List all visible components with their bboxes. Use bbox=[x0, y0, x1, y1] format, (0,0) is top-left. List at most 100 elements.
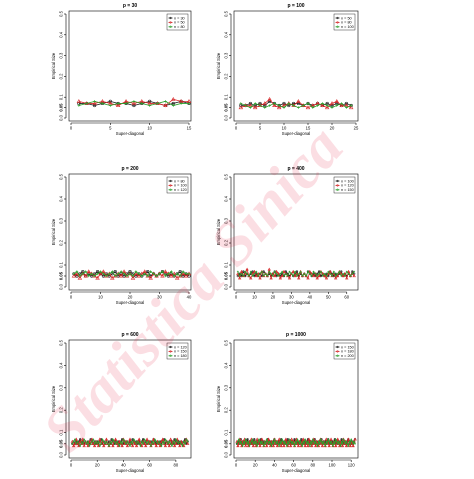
data-point bbox=[159, 442, 162, 445]
data-point bbox=[134, 440, 137, 443]
data-point bbox=[83, 273, 88, 278]
data-point bbox=[89, 442, 92, 445]
data-point bbox=[289, 444, 293, 448]
data-point bbox=[275, 272, 278, 275]
data-point bbox=[238, 105, 244, 110]
data-point bbox=[282, 101, 286, 106]
data-point bbox=[249, 442, 252, 445]
legend-marker bbox=[169, 21, 172, 24]
data-point bbox=[237, 438, 240, 441]
data-point bbox=[167, 442, 169, 445]
data-point bbox=[108, 99, 112, 103]
data-point bbox=[261, 442, 264, 445]
data-point bbox=[95, 275, 100, 280]
data-point bbox=[342, 438, 345, 441]
data-point bbox=[310, 444, 314, 448]
data-point bbox=[93, 100, 96, 103]
data-point bbox=[255, 437, 259, 441]
y-tick-label: 0.1 bbox=[224, 429, 229, 435]
data-point bbox=[146, 270, 150, 274]
data-point bbox=[277, 442, 280, 445]
chart-title: p = 600 bbox=[121, 332, 138, 338]
panel-4: p = 400 0.0 0.05 0.1 0.2 0.3 0.4 0.5 Empirical S… bbox=[216, 166, 359, 305]
data-point bbox=[327, 438, 330, 441]
y-tick-label: 0.3 bbox=[224, 52, 229, 58]
data-point bbox=[154, 444, 158, 448]
x-tick-label: 25 bbox=[354, 126, 359, 131]
data-point bbox=[335, 104, 339, 107]
y-tick-label: 0.05 bbox=[224, 271, 229, 280]
data-point bbox=[349, 275, 352, 277]
y-tick-label: 0.2 bbox=[224, 73, 229, 79]
y-tick-label: 0.0 bbox=[224, 451, 229, 457]
data-point bbox=[325, 104, 329, 107]
data-point bbox=[248, 275, 250, 277]
data-point bbox=[336, 272, 339, 275]
data-point bbox=[344, 101, 349, 106]
y-tick-label: 0.05 bbox=[224, 439, 229, 448]
plot-frame bbox=[233, 339, 359, 459]
data-point bbox=[101, 102, 104, 105]
data-point bbox=[75, 270, 79, 273]
data-point bbox=[351, 272, 354, 275]
data-point bbox=[184, 442, 186, 445]
data-point bbox=[168, 440, 171, 443]
data-point bbox=[246, 442, 249, 445]
y-tick-label: 0.1 bbox=[224, 261, 229, 267]
y-tick-label: 0.2 bbox=[224, 239, 229, 245]
legend-label: n = 180 bbox=[341, 350, 354, 354]
data-point bbox=[345, 276, 349, 280]
data-point bbox=[318, 442, 321, 445]
data-point bbox=[167, 272, 170, 276]
x-tick-label: 0 bbox=[235, 295, 238, 300]
data-point bbox=[353, 437, 357, 441]
data-point bbox=[279, 272, 282, 275]
data-point bbox=[345, 270, 348, 273]
data-point bbox=[275, 442, 278, 445]
data-point bbox=[174, 438, 177, 441]
panel-3: p = 200 0.0 0.05 0.1 0.2 0.3 0.4 0.5 Empirical S… bbox=[51, 166, 192, 305]
data-point bbox=[183, 273, 189, 278]
data-point bbox=[351, 440, 354, 443]
legend-marker bbox=[336, 25, 339, 28]
data-point bbox=[165, 440, 168, 443]
legend-marker bbox=[169, 354, 172, 357]
y-tick-label: 0.2 bbox=[59, 407, 64, 413]
data-point bbox=[293, 445, 296, 447]
y-tick-label: 0.4 bbox=[224, 195, 229, 201]
data-point bbox=[327, 270, 330, 273]
data-point bbox=[311, 106, 315, 109]
data-point bbox=[306, 444, 310, 448]
data-point bbox=[255, 440, 258, 443]
data-point bbox=[238, 275, 241, 277]
data-point bbox=[257, 275, 260, 277]
data-point bbox=[310, 442, 313, 445]
panel-5: p = 600 0.0 0.05 0.1 0.2 0.3 0.4 0.5 Empirical S… bbox=[51, 332, 192, 473]
y-tick-label: 0.1 bbox=[59, 429, 64, 435]
data-point bbox=[304, 438, 307, 441]
legend-label: n = 200 bbox=[341, 354, 354, 358]
data-point bbox=[127, 442, 130, 445]
x-tick-label: 40 bbox=[121, 463, 126, 468]
data-point bbox=[157, 440, 160, 443]
x-tick-label: 5 bbox=[259, 126, 262, 131]
data-point bbox=[266, 437, 271, 441]
data-point bbox=[140, 274, 144, 278]
legend-label: n = 120 bbox=[341, 184, 354, 188]
data-point bbox=[71, 442, 74, 445]
data-point bbox=[327, 444, 331, 448]
data-point bbox=[88, 445, 91, 447]
data-point bbox=[262, 101, 268, 105]
data-point bbox=[306, 442, 308, 445]
data-point bbox=[339, 103, 344, 108]
data-point bbox=[109, 440, 112, 443]
data-point bbox=[108, 272, 111, 276]
data-point bbox=[340, 444, 345, 448]
x-tick-label: 0 bbox=[70, 295, 73, 300]
data-point bbox=[237, 276, 242, 280]
data-point bbox=[296, 101, 301, 106]
data-point bbox=[317, 440, 320, 443]
data-point bbox=[148, 104, 151, 107]
data-point bbox=[341, 442, 344, 445]
data-point bbox=[335, 274, 340, 278]
